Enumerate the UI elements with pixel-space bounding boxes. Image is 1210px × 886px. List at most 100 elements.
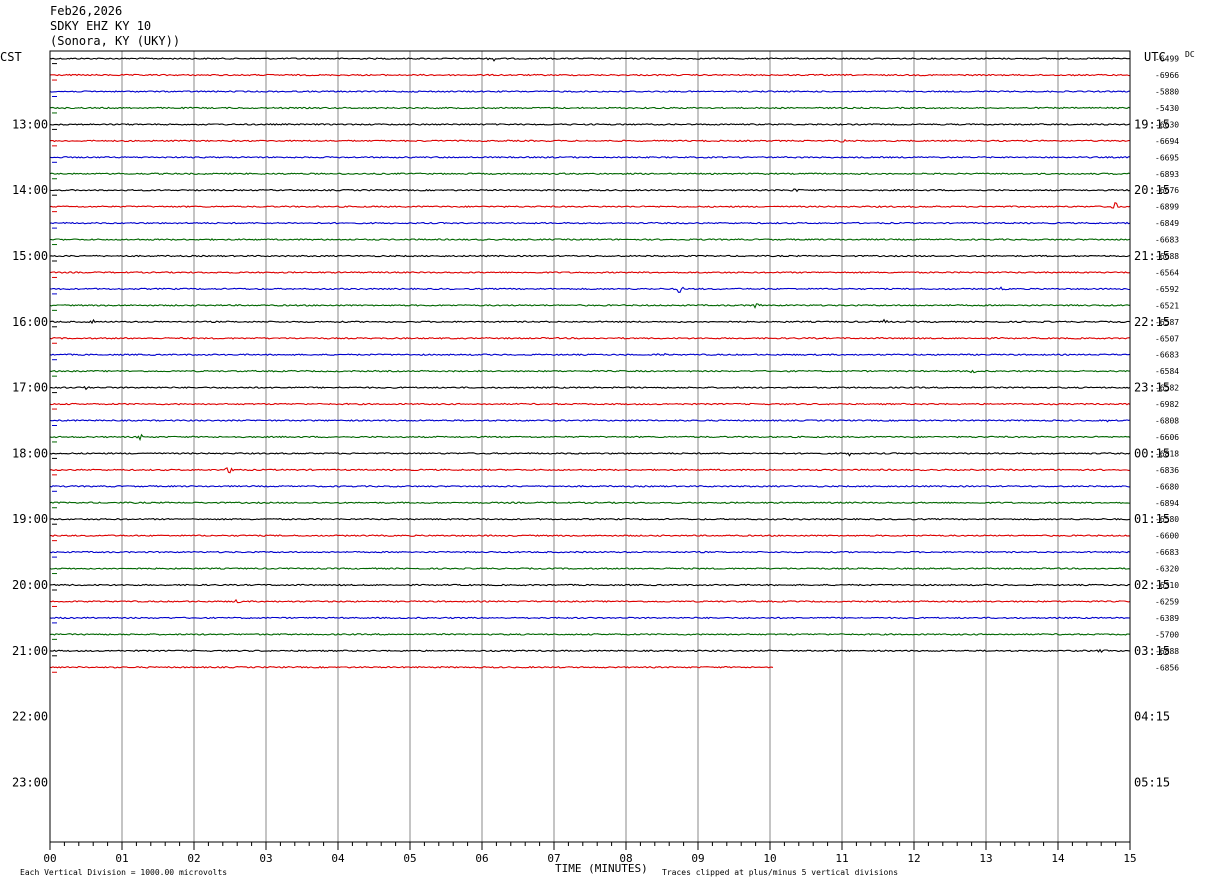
left-hour-label: 21:00: [12, 644, 48, 658]
right-hour-label: 04:15: [1134, 710, 1170, 724]
seismic-traces: [49, 57, 1131, 673]
x-tick-label: 11: [835, 852, 848, 865]
dc-offset-label: -6507: [1155, 334, 1179, 343]
location-label: (Sonora, KY (UKY)): [50, 34, 181, 48]
trace-blue-row: [49, 485, 1131, 488]
dc-offset-label: -6695: [1155, 153, 1179, 162]
trace-red-row: [49, 402, 1131, 406]
right-hour-label: 23:15: [1134, 381, 1170, 395]
dc-offset-label: -6680: [1155, 482, 1179, 491]
right-hour-label: 02:15: [1134, 578, 1170, 592]
dc-offset-label: -6582: [1155, 384, 1179, 393]
x-tick-label: 07: [547, 852, 560, 865]
trace-green-row: [49, 501, 1131, 505]
dc-offset-label: -6836: [1155, 466, 1179, 475]
dc-offset-label: -6564: [1155, 268, 1179, 277]
trace-red-row: [49, 201, 1131, 209]
trace-blue-row: [49, 221, 1131, 225]
x-tick-label: 01: [115, 852, 128, 865]
x-tick-label: 03: [259, 852, 272, 865]
date-label: Feb26,2026: [50, 4, 123, 18]
dc-offset-label: -6580: [1155, 515, 1179, 524]
trace-black-row: [49, 123, 1131, 126]
dc-offset-label: -6389: [1155, 614, 1179, 623]
dc-offset-label: -6592: [1155, 285, 1179, 294]
dc-offset-label: -6521: [1155, 301, 1179, 310]
dc-offset-label: -6688: [1155, 252, 1179, 261]
trace-blue-row: [49, 352, 1131, 357]
x-tick-label: 13: [979, 852, 992, 865]
left-hour-label: 18:00: [12, 446, 48, 460]
trace-green-row: [49, 172, 1131, 176]
right-timezone-label: UTC: [1144, 50, 1166, 64]
dc-offset-label: -5700: [1155, 630, 1179, 639]
right-hour-label: 21:15: [1134, 249, 1170, 263]
trace-red-row: [50, 534, 1131, 537]
dc-offset-label: -6894: [1155, 499, 1179, 508]
trace-blue-row: [49, 419, 1131, 423]
scale-note: Each Vertical Division = 1000.00 microvo…: [20, 868, 228, 877]
left-hour-label: 19:00: [12, 512, 48, 526]
dc-offset-label: -6600: [1155, 532, 1179, 541]
trace-black-row: [49, 648, 1131, 653]
dc-offset-label: -6899: [1155, 203, 1179, 212]
dc-offset-label: -6849: [1155, 219, 1179, 228]
trace-green-row: [49, 303, 1131, 309]
x-tick-label: 15: [1123, 852, 1136, 865]
trace-blue-row: [49, 616, 1131, 620]
minute-gridlines: [49, 51, 1131, 850]
clip-note: Traces clipped at plus/minus 5 vertical …: [662, 868, 899, 877]
right-hour-label: 20:15: [1134, 183, 1170, 197]
dc-offset-label: -5430: [1155, 104, 1179, 113]
trace-blue-row: [49, 90, 1131, 93]
trace-black-row: [49, 57, 1131, 62]
trace-green-row: [49, 567, 1131, 570]
left-hour-label: 15:00: [12, 249, 48, 263]
dc-offset-label: -6630: [1155, 120, 1179, 129]
left-hour-label: 20:00: [12, 578, 48, 592]
plot-frame: [49, 50, 1131, 843]
dc-offset-label: -6683: [1155, 236, 1179, 245]
trace-black-row: [50, 385, 1131, 391]
left-hour-label: 22:00: [12, 710, 48, 724]
x-tick-label: 08: [619, 852, 632, 865]
dc-offset-label: -6310: [1155, 581, 1179, 590]
dc-offset-label: -6966: [1155, 71, 1179, 80]
right-hour-label: 19:15: [1134, 117, 1170, 131]
dc-offset-label: -6683: [1155, 548, 1179, 557]
station-label: SDKY EHZ KY 10: [50, 19, 152, 33]
trace-black-row: [49, 254, 1131, 258]
x-tick-label: 12: [907, 852, 920, 865]
trace-green-row: [49, 369, 1130, 374]
dc-offset-label: -6587: [1155, 318, 1179, 327]
left-hour-label: 17:00: [12, 381, 48, 395]
x-tick-label: 14: [1051, 852, 1065, 865]
trace-blue-row: [49, 156, 1130, 159]
dc-offset-label: -6694: [1155, 137, 1179, 146]
trace-blue-row: [49, 286, 1130, 293]
right-hour-label: 03:15: [1134, 644, 1170, 658]
dc-offset-label: -6584: [1155, 367, 1179, 376]
trace-black-row: [49, 188, 1131, 193]
dc-offset-label: -6818: [1155, 449, 1179, 458]
dc-header-label: DC: [1185, 50, 1195, 59]
left-timezone-label: CST: [0, 50, 22, 64]
trace-black-row: [49, 517, 1131, 521]
right-hour-label: 05:15: [1134, 775, 1170, 789]
x-tick-label: 09: [691, 852, 704, 865]
x-tick-label: 06: [475, 852, 488, 865]
left-hour-label: 16:00: [12, 315, 48, 329]
trace-red-row: [49, 467, 1131, 474]
trace-blue-row: [49, 550, 1131, 554]
trace-green-row: [49, 106, 1131, 110]
dc-offset-label: -6259: [1155, 597, 1179, 606]
trace-red-row: [49, 73, 1131, 77]
trace-red-row: [49, 598, 1131, 604]
trace-green-row: [49, 238, 1131, 241]
trace-black-row: [49, 318, 1131, 325]
dc-offset-label: -5880: [1155, 88, 1179, 97]
dc-offset-label: -6676: [1155, 186, 1179, 195]
dc-offset-label: -6606: [1155, 433, 1179, 442]
left-hour-label: 23:00: [12, 775, 48, 789]
dc-offset-label: -6888: [1155, 647, 1179, 656]
